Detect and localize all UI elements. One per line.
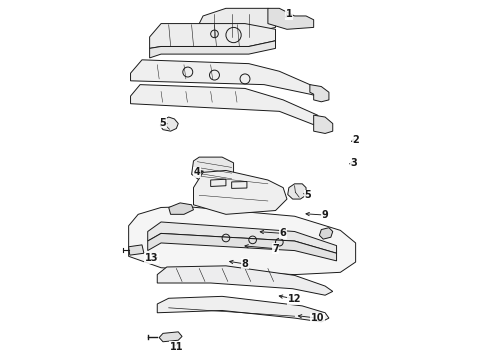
Polygon shape — [169, 203, 194, 214]
Polygon shape — [319, 228, 333, 239]
Polygon shape — [130, 85, 321, 127]
Text: 5: 5 — [160, 118, 166, 128]
Text: 3: 3 — [350, 158, 357, 168]
Polygon shape — [159, 332, 182, 342]
Text: 8: 8 — [242, 259, 248, 269]
Polygon shape — [160, 117, 178, 131]
Polygon shape — [147, 233, 337, 261]
Text: 5: 5 — [305, 190, 311, 200]
Polygon shape — [310, 85, 329, 102]
Text: 6: 6 — [280, 228, 287, 238]
Polygon shape — [149, 41, 275, 58]
Text: 2: 2 — [352, 135, 359, 145]
Polygon shape — [314, 115, 333, 134]
Text: 1: 1 — [286, 9, 292, 19]
Text: 7: 7 — [272, 244, 279, 254]
Text: 13: 13 — [145, 253, 158, 263]
Polygon shape — [157, 296, 329, 322]
Polygon shape — [196, 8, 275, 39]
Polygon shape — [192, 157, 234, 180]
Polygon shape — [157, 266, 333, 295]
Text: 11: 11 — [170, 342, 183, 352]
Polygon shape — [268, 8, 314, 29]
Polygon shape — [194, 171, 287, 214]
Text: 10: 10 — [311, 313, 324, 323]
Text: 12: 12 — [288, 294, 301, 304]
Polygon shape — [129, 207, 356, 275]
Text: 4: 4 — [194, 167, 201, 177]
Polygon shape — [130, 60, 318, 96]
Polygon shape — [149, 24, 275, 48]
Text: 9: 9 — [322, 210, 328, 220]
Polygon shape — [129, 245, 144, 255]
Polygon shape — [288, 184, 306, 199]
Polygon shape — [147, 222, 337, 253]
